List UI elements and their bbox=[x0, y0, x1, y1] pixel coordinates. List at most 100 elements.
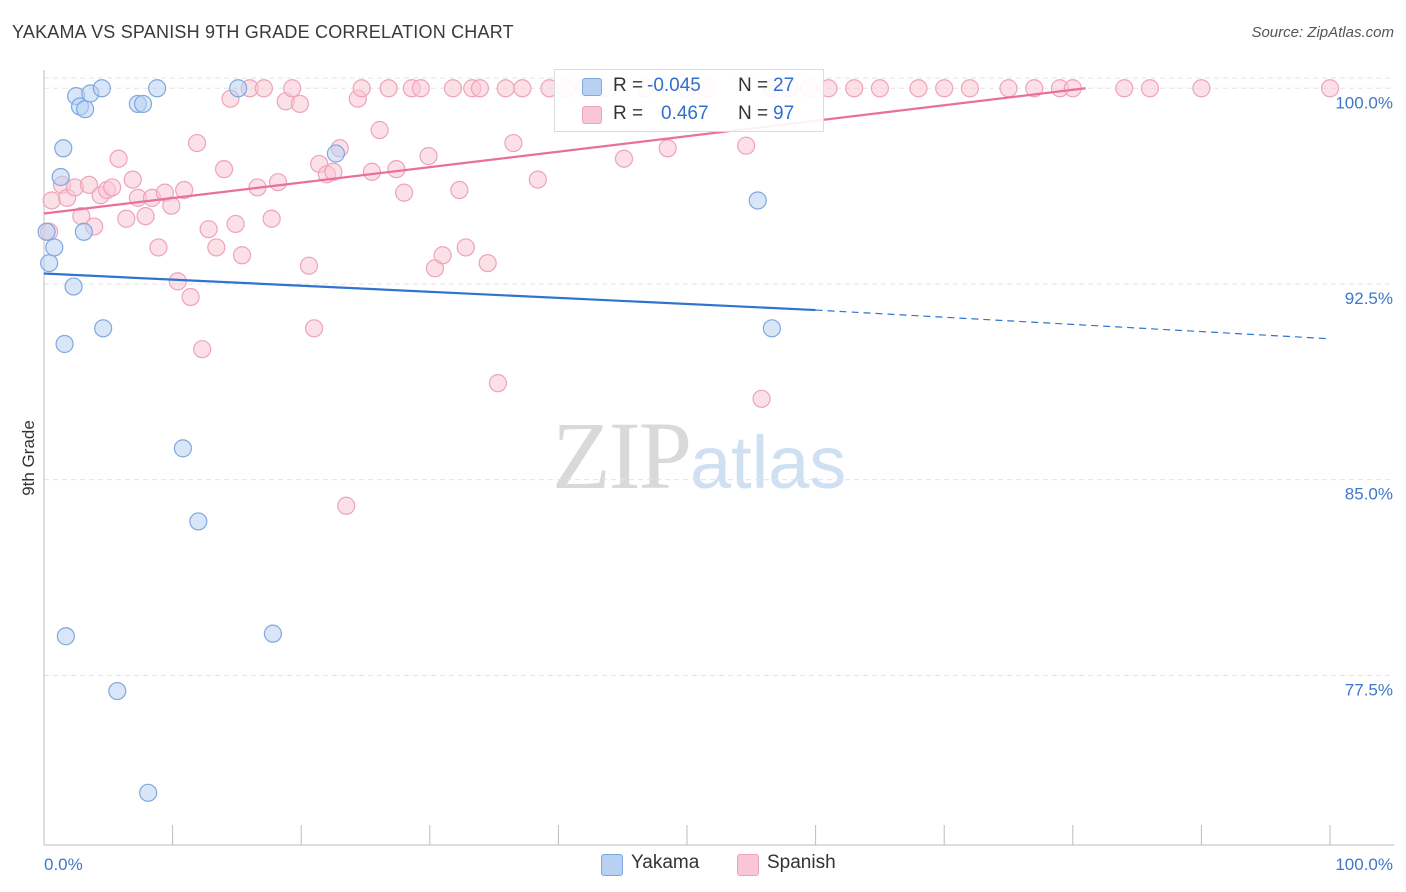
spanish-point bbox=[283, 79, 302, 98]
yakama-point bbox=[94, 319, 113, 338]
spanish-point bbox=[181, 287, 200, 307]
spanish-point bbox=[1025, 79, 1044, 98]
spanish-point bbox=[443, 79, 463, 98]
yakama-swatch bbox=[582, 78, 602, 96]
yakama-point bbox=[139, 783, 158, 802]
yakama-trendline bbox=[43, 272, 816, 312]
spanish-legend-swatch bbox=[737, 854, 759, 876]
spanish-point bbox=[450, 180, 469, 200]
spanish-point bbox=[117, 209, 136, 228]
x-tick-label-max: 100.0% bbox=[1335, 855, 1393, 874]
yakama-point bbox=[40, 253, 59, 273]
spanish-point bbox=[42, 191, 61, 210]
spanish-r-label: R = bbox=[613, 103, 644, 124]
spanish-point bbox=[496, 79, 515, 98]
yakama-point bbox=[76, 100, 95, 119]
y-axis-label: 9th Grade bbox=[19, 420, 38, 496]
source-label: Source: ZipAtlas.com bbox=[1251, 24, 1394, 41]
spanish-point bbox=[324, 162, 343, 181]
yakama-point bbox=[263, 624, 283, 643]
spanish-point bbox=[362, 162, 382, 181]
spanish-point bbox=[752, 389, 771, 408]
spanish-point bbox=[136, 207, 155, 226]
y-tick-label: 77.5% bbox=[1345, 680, 1393, 699]
spanish-point bbox=[504, 133, 523, 153]
spanish-point bbox=[1115, 79, 1134, 98]
spanish-r-value: 0.467 bbox=[661, 103, 709, 124]
spanish-point bbox=[960, 79, 980, 98]
spanish-point bbox=[1192, 79, 1211, 98]
spanish-point bbox=[658, 139, 677, 158]
spanish-point bbox=[214, 160, 234, 179]
y-tick-label: 92.5% bbox=[1345, 289, 1393, 308]
y-tick-label: 85.0% bbox=[1345, 485, 1393, 504]
spanish-point bbox=[103, 178, 122, 197]
spanish-point bbox=[199, 220, 218, 239]
yakama-point bbox=[173, 439, 192, 458]
legend-row-yakama: R = -0.045 N = 27 bbox=[555, 73, 823, 99]
spanish-point bbox=[149, 238, 168, 257]
yakama-n-label: N = bbox=[738, 75, 769, 96]
spanish-point bbox=[433, 246, 452, 265]
spanish-point bbox=[175, 180, 194, 200]
spanish-point bbox=[379, 79, 398, 98]
spanish-swatch bbox=[582, 106, 602, 124]
spanish-point bbox=[109, 149, 128, 168]
y-tick-label: 100.0% bbox=[1335, 93, 1393, 112]
legend-row-spanish: R = 0.467 N = 97 bbox=[555, 101, 823, 127]
spanish-legend-label: Spanish bbox=[767, 852, 836, 873]
watermark-atlas: atlas bbox=[690, 421, 847, 504]
spanish-point bbox=[513, 79, 532, 98]
yakama-point bbox=[748, 191, 767, 210]
yakama-legend-label: Yakama bbox=[631, 852, 700, 873]
spanish-point bbox=[207, 238, 226, 257]
yakama-n-value: 27 bbox=[773, 75, 795, 96]
spanish-point bbox=[337, 496, 356, 515]
spanish-point bbox=[79, 175, 99, 194]
yakama-point bbox=[74, 222, 93, 241]
spanish-point bbox=[614, 149, 634, 168]
spanish-point bbox=[370, 120, 389, 140]
spanish-point bbox=[1320, 79, 1340, 98]
spanish-point bbox=[290, 94, 310, 114]
yakama-point bbox=[92, 79, 111, 98]
spanish-point bbox=[304, 319, 324, 338]
spanish-point bbox=[232, 246, 252, 265]
yakama-legend-swatch bbox=[601, 854, 623, 876]
yakama-point bbox=[108, 681, 127, 701]
spanish-point bbox=[193, 340, 212, 359]
spanish-point bbox=[123, 170, 142, 189]
spanish-point bbox=[456, 238, 475, 257]
watermark: ZIPatlas bbox=[552, 400, 846, 511]
spanish-point bbox=[299, 256, 319, 275]
spanish-point bbox=[528, 170, 547, 189]
spanish-point bbox=[411, 79, 430, 98]
spanish-point bbox=[262, 209, 281, 228]
yakama-r-value: -0.045 bbox=[647, 75, 701, 96]
yakama-point bbox=[55, 334, 74, 354]
spanish-point bbox=[226, 214, 245, 234]
spanish-point bbox=[419, 147, 438, 166]
chart-title: YAKAMA VS SPANISH 9TH GRADE CORRELATION … bbox=[12, 22, 514, 42]
spanish-point bbox=[268, 173, 288, 192]
yakama-trendline-extension bbox=[815, 309, 1331, 340]
yakama-point bbox=[64, 277, 83, 296]
watermark-zip: ZIP bbox=[552, 402, 692, 509]
spanish-point bbox=[187, 133, 207, 153]
x-tick-label-min: 0.0% bbox=[44, 855, 83, 874]
yakama-point bbox=[762, 319, 781, 338]
spanish-point bbox=[254, 79, 274, 98]
yakama-point bbox=[45, 238, 64, 257]
spanish-point bbox=[387, 160, 406, 179]
spanish-point bbox=[935, 79, 954, 98]
spanish-point bbox=[394, 183, 414, 202]
spanish-point bbox=[470, 79, 490, 98]
yakama-point bbox=[51, 167, 70, 187]
yakama-point bbox=[37, 222, 56, 241]
yakama-point bbox=[56, 627, 75, 646]
yakama-point bbox=[326, 144, 346, 163]
spanish-point bbox=[999, 79, 1018, 98]
spanish-point bbox=[845, 79, 864, 98]
yakama-point bbox=[189, 512, 208, 531]
